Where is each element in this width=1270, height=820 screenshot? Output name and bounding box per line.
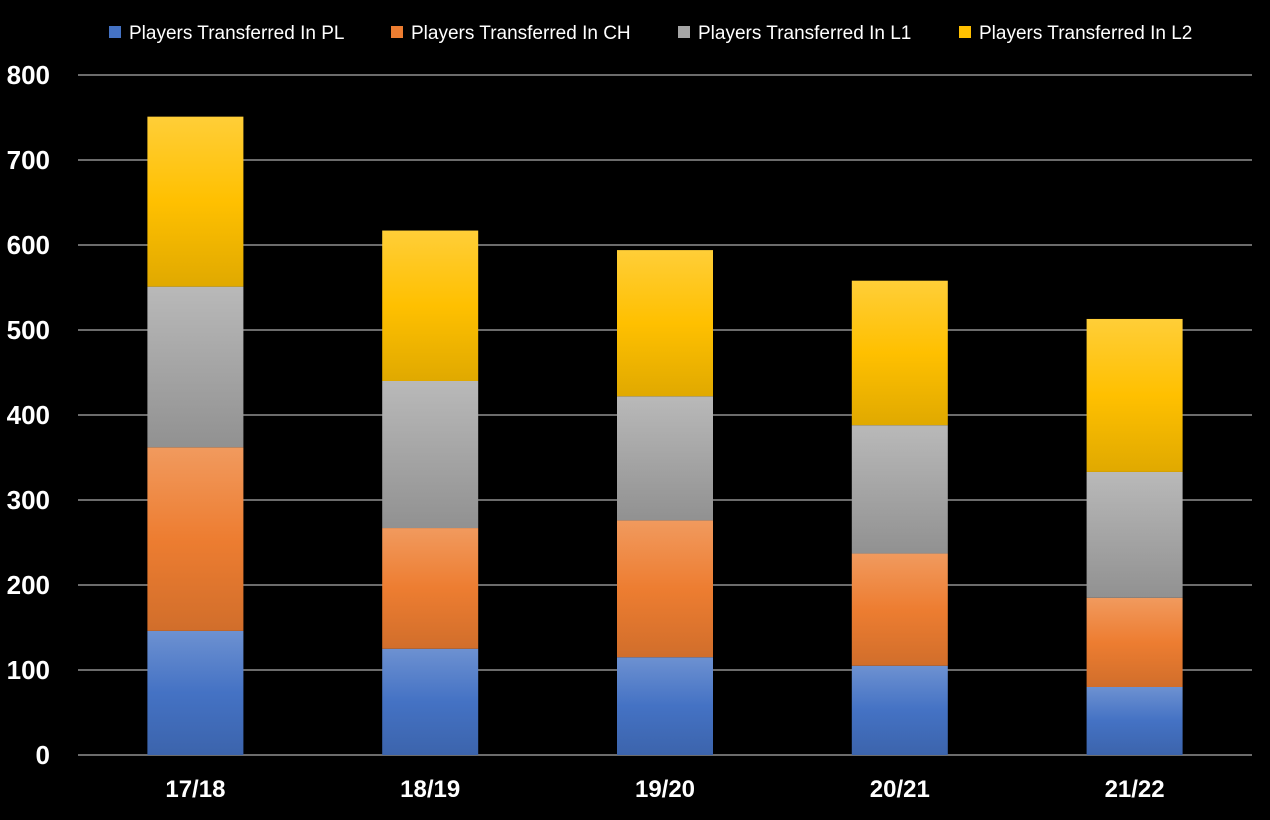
- legend-swatch-3: [959, 26, 971, 38]
- legend-swatch-1: [391, 26, 403, 38]
- bar-21-22-series-0: [1086, 687, 1183, 755]
- bar-21-22-series-2: [1086, 471, 1183, 598]
- bar-19-20-series-2: [617, 396, 713, 521]
- x-tick-label: 18/19: [400, 776, 460, 803]
- y-tick-label: 200: [7, 570, 50, 600]
- legend-label-0: Players Transferred In PL: [129, 23, 344, 44]
- legend: Players Transferred In PL Players Transfe…: [109, 23, 1192, 44]
- x-tick-label: 20/21: [870, 776, 930, 803]
- y-tick-label: 500: [7, 315, 50, 345]
- legend-label-2: Players Transferred In L1: [698, 23, 911, 44]
- legend-swatch-0: [109, 26, 121, 38]
- bar-20-21-series-0: [851, 665, 948, 755]
- bar-18-19-series-0: [382, 648, 479, 755]
- x-tick-label: 19/20: [635, 776, 695, 803]
- bars: [147, 116, 1183, 755]
- legend-label-3: Players Transferred In L2: [979, 23, 1192, 44]
- bar-20-21-series-2: [851, 425, 948, 554]
- bar-18-19-series-3: [382, 230, 479, 381]
- y-tick-label: 100: [7, 655, 50, 685]
- bar-21-22-series-3: [1086, 318, 1183, 472]
- bar-17-18-series-1: [147, 447, 244, 631]
- y-tick-label: 0: [36, 740, 50, 770]
- bar-18-19-series-2: [382, 381, 479, 529]
- legend-label-1: Players Transferred In CH: [411, 23, 631, 44]
- y-tick-label: 400: [7, 400, 50, 430]
- y-tick-label: 700: [7, 145, 50, 175]
- x-axis-ticks: 17/18 18/19 19/20 20/21 21/22: [165, 776, 1164, 803]
- x-tick-label: 21/22: [1105, 776, 1165, 803]
- y-tick-label: 600: [7, 230, 50, 260]
- bar-17-18-series-3: [147, 116, 244, 287]
- x-tick-label: 17/18: [165, 776, 225, 803]
- bar-18-19-series-1: [382, 528, 479, 649]
- bar-20-21-series-3: [851, 280, 948, 426]
- bar-19-20-series-1: [617, 520, 713, 658]
- y-axis-ticks: 0 100 200 300 400 500 600 700 800: [7, 60, 50, 770]
- y-tick-label: 800: [7, 60, 50, 90]
- y-tick-label: 300: [7, 485, 50, 515]
- bar-19-20-series-3: [617, 250, 713, 397]
- bar-17-18-series-2: [147, 286, 244, 448]
- bar-20-21-series-1: [851, 553, 948, 666]
- bar-17-18-series-0: [147, 630, 244, 755]
- legend-swatch-2: [678, 26, 690, 38]
- bar-21-22-series-1: [1086, 597, 1183, 687]
- bar-19-20-series-0: [617, 657, 713, 755]
